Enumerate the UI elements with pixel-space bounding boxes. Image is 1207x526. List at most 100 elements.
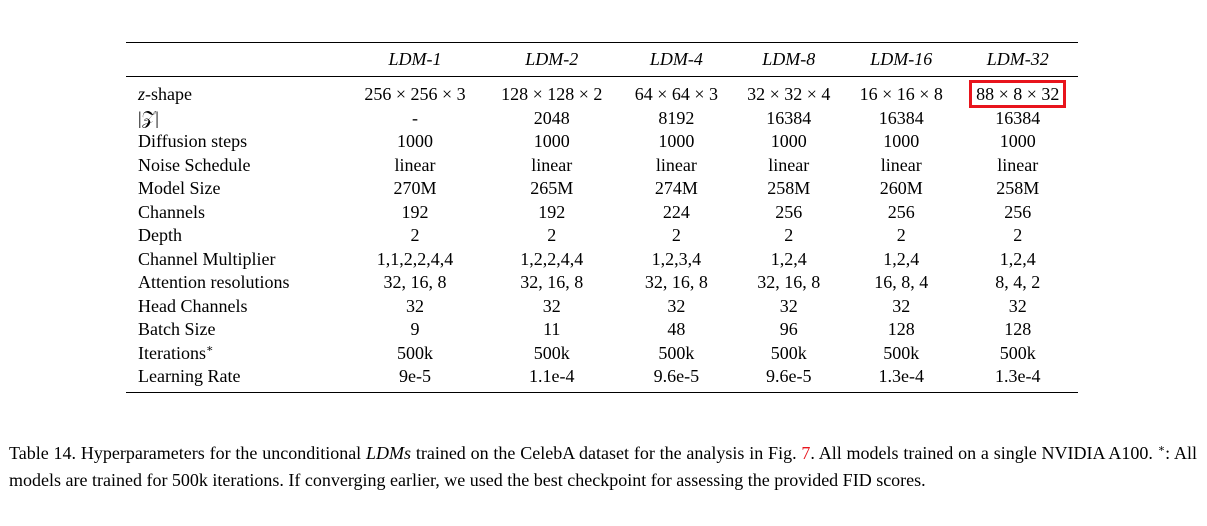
table-cell: 128 × 128 × 2 xyxy=(483,77,620,107)
cell-value: 258M xyxy=(767,178,811,199)
table-cell: 2 xyxy=(620,224,732,248)
cell-value: 128 xyxy=(887,319,915,340)
table-cell: 500k xyxy=(957,342,1078,366)
cell-value: 1.1e-4 xyxy=(529,366,575,387)
row-label-text: Channel Multiplier xyxy=(138,248,276,269)
cell-value: 270M xyxy=(393,178,437,199)
table-row: Batch Size 9 11 48 96 128 128 xyxy=(126,318,1078,342)
table-row: Iterations∗ 500k 500k 500k 500k 500k 500k xyxy=(126,342,1078,366)
table-cell: 16, 8, 4 xyxy=(845,271,957,295)
row-label: Channel Multiplier xyxy=(126,248,347,272)
table-cell: 256 xyxy=(845,201,957,225)
table-cell: 1,2,4 xyxy=(845,248,957,272)
row-label: Head Channels xyxy=(126,295,347,319)
table-cell: 2 xyxy=(733,224,845,248)
cell-value: 8192 xyxy=(658,107,695,128)
cell-value: linear xyxy=(880,154,922,175)
table-cell: 16384 xyxy=(733,107,845,131)
table-cell: 1000 xyxy=(845,130,957,154)
table-body: z-shape 256 × 256 × 3 128 × 128 × 2 64 × 64… xyxy=(126,77,1078,393)
row-label-text: Head Channels xyxy=(138,295,248,316)
row-label-text: Model Size xyxy=(138,178,221,199)
table-cell: 260M xyxy=(845,177,957,201)
cell-value: 9.6e-5 xyxy=(653,366,700,387)
row-label-text: -shape xyxy=(145,84,192,105)
table-cell: 8192 xyxy=(620,107,732,131)
row-label-variable: z xyxy=(138,84,146,105)
caption-suffix: : All models are trained for 500k iterat… xyxy=(9,443,1197,490)
table-cell: linear xyxy=(957,154,1078,178)
table-cell: 128 xyxy=(845,318,957,342)
cell-value: 128 × 128 × 2 xyxy=(501,84,603,105)
caption-prefix: Table 14. Hyperparameters for the uncond… xyxy=(9,443,366,463)
cell-value: 32, 16, 8 xyxy=(644,272,708,293)
cell-value: 1,2,4 xyxy=(999,248,1036,269)
table-cell: 1000 xyxy=(957,130,1078,154)
figure-reference-link[interactable]: 7 xyxy=(801,443,811,463)
row-label-text: Batch Size xyxy=(138,319,216,340)
caption-middle: trained on the CelebA dataset for the an… xyxy=(411,443,802,463)
cell-value: 500k xyxy=(533,342,570,363)
table-cell: 256 xyxy=(957,201,1078,225)
cell-value: 256 xyxy=(775,201,803,222)
table-cell: 16384 xyxy=(957,107,1078,131)
cell-value: 32 xyxy=(406,295,425,316)
row-label: Learning Rate xyxy=(126,365,347,393)
table-cell: linear xyxy=(620,154,732,178)
cell-value: 500k xyxy=(658,342,695,363)
cell-value: 1000 xyxy=(397,131,434,152)
cell-value: 260M xyxy=(879,178,923,199)
table-row: Learning Rate 9e-5 1.1e-4 9.6e-5 9.6e-5 1.3e-… xyxy=(126,365,1078,393)
cell-value: 32 xyxy=(667,295,686,316)
table-cell: 2 xyxy=(483,224,620,248)
row-label-text: Depth xyxy=(138,225,182,246)
table-cell: - xyxy=(347,107,484,131)
row-label-footnote-mark: ∗ xyxy=(205,342,214,355)
row-label: Batch Size xyxy=(126,318,347,342)
row-label-text: Channels xyxy=(138,201,205,222)
cell-value: 16, 8, 4 xyxy=(874,272,929,293)
cell-value: 500k xyxy=(397,342,434,363)
cell-value: 16384 xyxy=(995,107,1041,128)
cell-value: 11 xyxy=(543,319,561,340)
table-row: Noise Schedule linear linear linear linear li… xyxy=(126,154,1078,178)
cell-value: 192 xyxy=(538,201,566,222)
table-cell: 48 xyxy=(620,318,732,342)
table-cell: 500k xyxy=(483,342,620,366)
cell-value: 1.3e-4 xyxy=(878,366,924,387)
table-row: Model Size 270M 265M 274M 258M 260M 258M xyxy=(126,177,1078,201)
table-cell: linear xyxy=(733,154,845,178)
row-label-text: Diffusion steps xyxy=(138,131,248,152)
header-cell xyxy=(126,42,347,77)
cell-value: linear xyxy=(394,154,436,175)
table-cell: 16384 xyxy=(845,107,957,131)
cell-value: 2 xyxy=(410,225,420,246)
table-cell: 256 xyxy=(733,201,845,225)
table-cell: 32 xyxy=(620,295,732,319)
row-label: Iterations∗ xyxy=(126,342,347,366)
table-row: Channels 192 192 224 256 256 256 xyxy=(126,201,1078,225)
header-cell: LDM-16 xyxy=(845,42,958,77)
cell-value: 1.3e-4 xyxy=(994,366,1041,387)
table-cell: 32 xyxy=(347,295,484,319)
cell-value: 32 xyxy=(892,295,911,316)
table-cell: 1000 xyxy=(347,130,484,154)
table-cell: 32 xyxy=(733,295,845,319)
cell-value: 1,2,3,4 xyxy=(651,248,702,269)
table-row: Diffusion steps 1000 1000 1000 1000 1000 1000 xyxy=(126,130,1078,154)
row-label-text: Noise Schedule xyxy=(138,154,251,175)
table-cell: 9.6e-5 xyxy=(732,365,845,393)
table-cell: 9.6e-5 xyxy=(620,365,733,393)
table-cell: 2 xyxy=(347,224,484,248)
caption-ldms: LDMs xyxy=(366,443,412,463)
table-cell: 192 xyxy=(483,201,620,225)
cell-value: 32, 16, 8 xyxy=(383,272,447,293)
cell-value: 128 xyxy=(1004,319,1032,340)
table-cell: 88 × 8 × 32 xyxy=(957,77,1078,109)
table-cell: 16 × 16 × 8 xyxy=(845,77,957,107)
table-cell: 8, 4, 2 xyxy=(957,271,1078,295)
cell-value: 16384 xyxy=(878,107,924,128)
table-cell: 1.3e-4 xyxy=(845,365,958,393)
cell-value: - xyxy=(412,107,419,128)
hyperparameter-table: LDM-1 LDM-2 LDM-4 LDM-8 LDM-16 LDM-32 z-… xyxy=(126,42,1078,393)
